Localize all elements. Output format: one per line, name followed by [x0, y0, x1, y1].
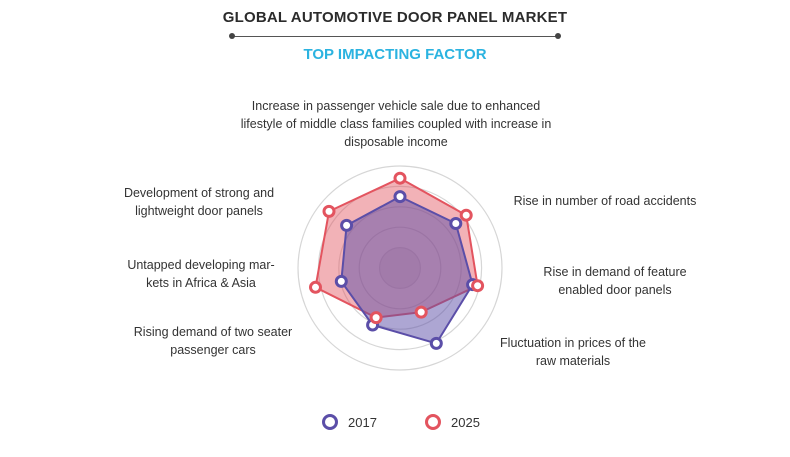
axis-label-untapped-markets: Untapped developing mar- kets in Africa …: [108, 256, 294, 292]
chart-title: GLOBAL AUTOMOTIVE DOOR PANEL MARKET: [222, 9, 568, 26]
data-point-2025: [369, 311, 383, 325]
legend-label-2025: 2025: [451, 414, 480, 430]
axis-label-passenger-vehicle-sale: Increase in passenger vehicle sale due t…: [210, 97, 582, 151]
legend-label-2017: 2017: [348, 414, 377, 430]
data-point-2025: [414, 305, 428, 319]
data-point-2025: [322, 204, 336, 218]
axis-label-line: raw materials: [535, 354, 611, 368]
axis-label-line: Rise in demand of feature: [543, 265, 687, 279]
title-divider: [232, 36, 558, 37]
data-point-2017: [334, 274, 348, 288]
axis-label-line: Rising demand of two seater: [133, 325, 293, 339]
data-point-2017: [449, 217, 463, 230]
axis-label-line: passenger cars: [170, 343, 256, 357]
chart-subtitle: TOP IMPACTING FACTOR: [303, 46, 487, 63]
axis-label-line: Rise in number of road accidents: [513, 194, 697, 208]
axis-label-line: Development of strong and: [123, 186, 275, 200]
axis-label-line: lifestyle of middle class families coupl…: [240, 117, 552, 131]
data-point-2025: [471, 279, 485, 293]
axis-label-road-accidents: Rise in number of road accidents: [500, 192, 710, 210]
legend-item-2017: 2017: [322, 414, 377, 430]
axis-label-feature-door-panels: Rise in demand of feature enabled door p…: [520, 263, 710, 299]
data-point-2017: [393, 190, 407, 204]
axis-label-raw-material-prices: Fluctuation in prices of the raw materia…: [484, 334, 662, 370]
data-point-2025: [393, 171, 407, 185]
grid-ring: [297, 165, 503, 371]
axis-label-line: enabled door panels: [558, 283, 672, 297]
axis-label-line: disposable income: [344, 135, 448, 149]
data-point-2025: [459, 208, 473, 222]
axis-label-line: Untapped developing mar-: [127, 258, 275, 272]
axis-label-lightweight-door-panels: Development of strong and lightweight do…: [104, 184, 294, 220]
data-point-2025: [309, 280, 322, 294]
divider-dot-left: [229, 33, 235, 39]
legend-item-2025: 2025: [425, 414, 480, 430]
axis-label-two-seater-cars: Rising demand of two seater passenger ca…: [120, 323, 306, 359]
axis-label-line: lightweight door panels: [135, 204, 263, 218]
legend-marker-2025-icon: [425, 414, 441, 430]
legend-marker-2017-icon: [322, 414, 338, 430]
divider-dot-right: [555, 33, 561, 39]
radar-series-areas: [314, 177, 479, 345]
data-point-2017: [340, 218, 354, 232]
axis-label-line: Fluctuation in prices of the: [500, 336, 646, 350]
data-point-2017: [429, 336, 443, 350]
radar-series-markers: [309, 171, 485, 350]
series-area-2017: [340, 195, 474, 345]
axis-label-line: Increase in passenger vehicle sale due t…: [251, 99, 541, 113]
axis-label-line: kets in Africa & Asia: [146, 276, 256, 290]
